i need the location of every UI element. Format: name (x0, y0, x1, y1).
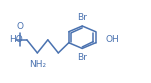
Text: Br: Br (77, 13, 87, 21)
Text: HO: HO (9, 35, 23, 44)
Text: O: O (17, 22, 24, 31)
Text: OH: OH (105, 35, 119, 44)
Text: Br: Br (77, 53, 87, 62)
Text: NH₂: NH₂ (29, 60, 46, 69)
